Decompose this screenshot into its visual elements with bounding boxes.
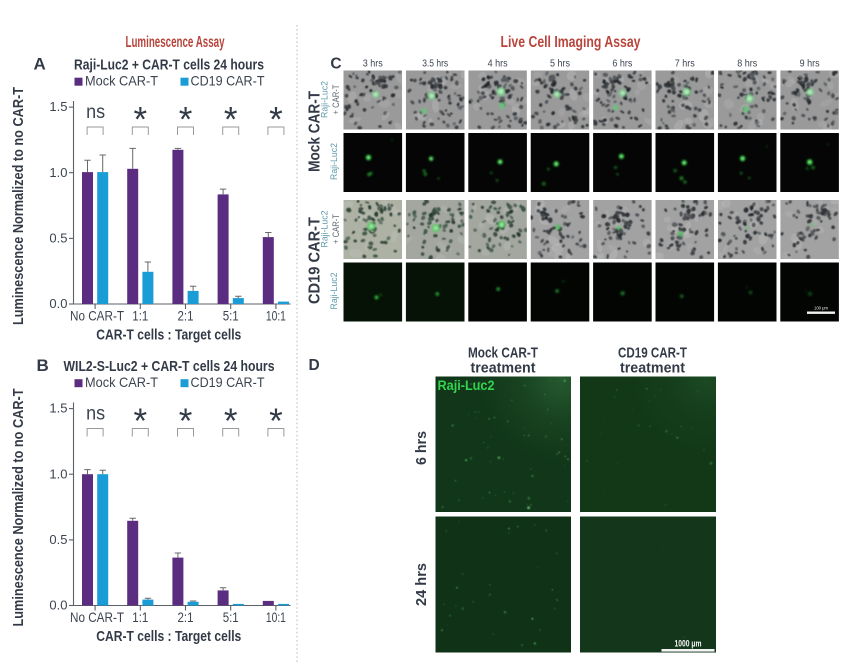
svg-text:Live Cell Imaging Assay: Live Cell Imaging Assay [501, 34, 641, 51]
svg-text:Mock CAR-T: Mock CAR-T [85, 374, 158, 390]
svg-text:Raji-Luc2: Raji-Luc2 [438, 378, 495, 393]
svg-text:Raji-Luc2 + CAR-T cells 24 hou: Raji-Luc2 + CAR-T cells 24 hours [74, 57, 264, 74]
svg-text:*: * [133, 100, 147, 139]
svg-text:treatment: treatment [471, 360, 536, 377]
svg-text:B: B [37, 356, 49, 375]
svg-text:Luminescence Assay: Luminescence Assay [126, 34, 225, 51]
svg-text:Raji-Luc2: Raji-Luc2 [329, 143, 340, 180]
svg-text:1.5: 1.5 [49, 401, 67, 416]
svg-text:6 hrs: 6 hrs [612, 59, 632, 70]
svg-text:100 μm: 100 μm [814, 306, 828, 311]
svg-text:*: * [269, 402, 283, 441]
svg-text:3.5 hrs: 3.5 hrs [422, 59, 448, 70]
svg-text:1:1: 1:1 [132, 308, 148, 324]
svg-text:CD19 CAR-T: CD19 CAR-T [306, 217, 323, 304]
svg-text:*: * [224, 402, 238, 441]
svg-text:Raji-Luc2: Raji-Luc2 [319, 211, 330, 248]
svg-text:D: D [309, 357, 320, 374]
svg-text:24 hrs: 24 hrs [413, 563, 430, 606]
svg-text:Luminescence Normalized to no: Luminescence Normalized to no CAR-T [11, 388, 27, 626]
svg-text:*: * [224, 100, 238, 139]
svg-text:treatment: treatment [620, 360, 685, 377]
svg-text:6 hrs: 6 hrs [413, 431, 430, 465]
svg-text:CAR-T cells : Target cells: CAR-T cells : Target cells [96, 628, 241, 645]
svg-text:Raji-Luc2: Raji-Luc2 [329, 273, 340, 310]
svg-text:CAR-T cells : Target cells: CAR-T cells : Target cells [96, 327, 241, 344]
svg-text:0.5: 0.5 [49, 231, 67, 246]
svg-text:0.0: 0.0 [49, 296, 67, 311]
svg-text:No CAR-T: No CAR-T [70, 609, 124, 625]
svg-text:A: A [34, 55, 46, 74]
svg-text:8 hrs: 8 hrs [737, 59, 757, 70]
svg-text:7 hrs: 7 hrs [675, 59, 695, 70]
svg-text:0.5: 0.5 [49, 532, 67, 547]
svg-text:*: * [179, 100, 193, 139]
svg-text:CD19 CAR-T: CD19 CAR-T [191, 73, 265, 89]
svg-text:5:1: 5:1 [223, 308, 239, 324]
svg-text:2:1: 2:1 [178, 609, 194, 625]
svg-text:9 hrs: 9 hrs [800, 59, 820, 70]
svg-text:Mock CAR-T: Mock CAR-T [468, 345, 538, 362]
svg-text:ns: ns [86, 404, 105, 425]
svg-text:*: * [179, 402, 193, 441]
svg-text:5 hrs: 5 hrs [550, 59, 570, 70]
svg-text:1.0: 1.0 [49, 165, 67, 180]
svg-text:+ CAR-T: + CAR-T [331, 84, 342, 114]
svg-text:Mock CAR-T: Mock CAR-T [306, 91, 323, 172]
svg-text:*: * [133, 402, 147, 441]
svg-text:10:1: 10:1 [266, 308, 286, 324]
svg-text:*: * [269, 100, 283, 139]
svg-text:CD19 CAR-T: CD19 CAR-T [618, 345, 687, 362]
svg-text:10:1: 10:1 [266, 609, 286, 625]
svg-text:Luminescence Normalized to no: Luminescence Normalized to no CAR-T [11, 87, 27, 325]
svg-text:2:1: 2:1 [178, 308, 194, 324]
svg-text:4 hrs: 4 hrs [488, 59, 508, 70]
svg-text:No CAR-T: No CAR-T [70, 308, 124, 324]
svg-text:Mock CAR-T: Mock CAR-T [85, 73, 158, 89]
svg-text:1.0: 1.0 [49, 466, 67, 481]
svg-text:5:1: 5:1 [223, 609, 239, 625]
svg-text:ns: ns [86, 102, 105, 123]
svg-text:WIL2-S-Luc2 + CAR-T cells 24 h: WIL2-S-Luc2 + CAR-T cells 24 hours [64, 358, 275, 375]
svg-text:CD19 CAR-T: CD19 CAR-T [191, 374, 265, 390]
svg-text:+ CAR-T: + CAR-T [331, 214, 342, 244]
svg-text:1000 μm: 1000 μm [675, 639, 702, 649]
svg-text:Raji-Luc2: Raji-Luc2 [319, 81, 330, 118]
svg-text:0.0: 0.0 [49, 598, 67, 613]
svg-text:C: C [330, 56, 341, 73]
svg-text:1.5: 1.5 [49, 99, 67, 114]
svg-text:3 hrs: 3 hrs [363, 59, 383, 70]
svg-text:1:1: 1:1 [132, 609, 148, 625]
